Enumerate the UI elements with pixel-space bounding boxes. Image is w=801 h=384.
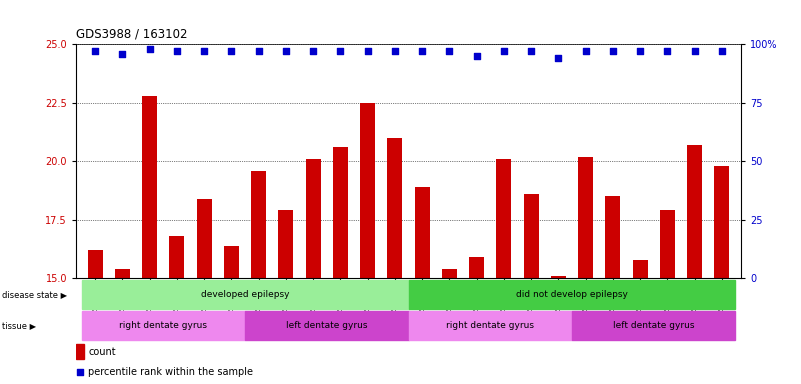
- Point: [388, 48, 401, 54]
- Text: developed epilepsy: developed epilepsy: [201, 290, 289, 299]
- Bar: [524, 194, 538, 278]
- Text: right dentate gyrus: right dentate gyrus: [446, 321, 534, 330]
- Bar: [442, 269, 457, 278]
- Point: [470, 53, 483, 59]
- Bar: [360, 103, 375, 278]
- Point: [171, 48, 183, 54]
- Bar: [279, 210, 293, 278]
- Bar: [415, 187, 429, 278]
- Point: [74, 369, 87, 375]
- Bar: [633, 260, 647, 278]
- Point: [280, 48, 292, 54]
- Bar: [252, 170, 266, 278]
- Point: [198, 48, 211, 54]
- Bar: [572, 311, 735, 340]
- Bar: [170, 236, 184, 278]
- Text: GDS3988 / 163102: GDS3988 / 163102: [76, 27, 187, 40]
- Bar: [388, 138, 402, 278]
- Bar: [306, 159, 320, 278]
- Point: [688, 48, 701, 54]
- Bar: [409, 311, 572, 340]
- Text: left dentate gyrus: left dentate gyrus: [286, 321, 368, 330]
- Bar: [497, 159, 511, 278]
- Point: [634, 48, 646, 54]
- Point: [579, 48, 592, 54]
- Point: [361, 48, 374, 54]
- Point: [116, 50, 129, 56]
- Text: right dentate gyrus: right dentate gyrus: [119, 321, 207, 330]
- Point: [416, 48, 429, 54]
- Point: [715, 48, 728, 54]
- Bar: [142, 96, 157, 278]
- Text: left dentate gyrus: left dentate gyrus: [613, 321, 694, 330]
- Bar: [82, 311, 245, 340]
- Point: [525, 48, 537, 54]
- Bar: [245, 311, 409, 340]
- Bar: [224, 246, 239, 278]
- Bar: [409, 280, 735, 309]
- Bar: [660, 210, 675, 278]
- Text: disease state ▶: disease state ▶: [2, 290, 66, 299]
- Bar: [87, 250, 103, 278]
- Point: [225, 48, 238, 54]
- Point: [661, 48, 674, 54]
- Bar: [76, 344, 84, 359]
- Point: [252, 48, 265, 54]
- Point: [143, 46, 156, 52]
- Bar: [197, 199, 211, 278]
- Text: did not develop epilepsy: did not develop epilepsy: [516, 290, 628, 299]
- Bar: [469, 257, 484, 278]
- Bar: [115, 269, 130, 278]
- Point: [552, 55, 565, 61]
- Point: [443, 48, 456, 54]
- Point: [497, 48, 510, 54]
- Text: tissue ▶: tissue ▶: [2, 321, 36, 330]
- Bar: [578, 157, 593, 278]
- Text: count: count: [88, 347, 115, 357]
- Point: [606, 48, 619, 54]
- Bar: [714, 166, 730, 278]
- Bar: [82, 280, 409, 309]
- Bar: [551, 276, 566, 278]
- Bar: [687, 145, 702, 278]
- Point: [307, 48, 320, 54]
- Point: [89, 48, 102, 54]
- Point: [334, 48, 347, 54]
- Bar: [606, 196, 620, 278]
- Bar: [333, 147, 348, 278]
- Text: percentile rank within the sample: percentile rank within the sample: [88, 367, 253, 377]
